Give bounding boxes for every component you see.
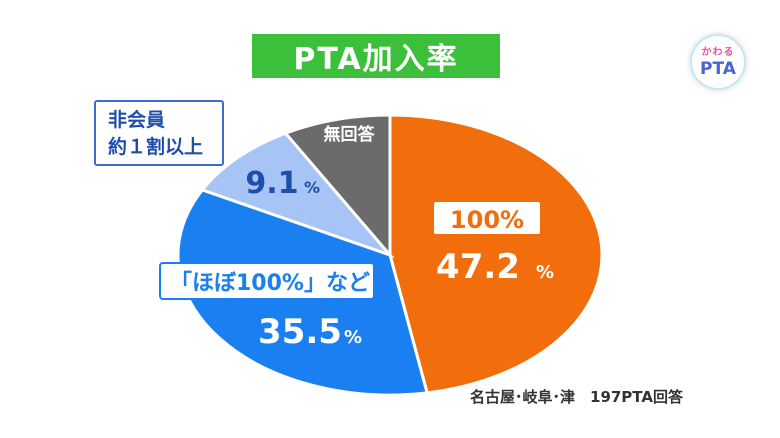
note-line-2: 約１割以上	[108, 136, 204, 158]
pie-slice-2	[199, 131, 395, 259]
slice-1-label-box	[159, 262, 375, 300]
slice-2-value: 9.1	[245, 166, 298, 201]
chart-title: PTA加入率	[252, 34, 500, 78]
pie-slice-3	[283, 113, 392, 260]
slice-0-label: 100%	[450, 206, 524, 234]
slice-3-label: 無回答	[324, 124, 376, 145]
non-member-note: 非会員 約１割以上	[94, 100, 224, 166]
slice-2-unit: %	[304, 178, 320, 197]
logo-top-text: かわる	[701, 47, 735, 58]
slice-1-unit: %	[344, 327, 362, 348]
pie-slice-0	[388, 113, 604, 395]
note-line-1: 非会員	[108, 109, 166, 131]
logo-bottom-text: PTA	[700, 59, 736, 79]
source-note: 名古屋･岐阜･津 197PTA回答	[470, 388, 683, 406]
slice-0-label-box	[432, 200, 542, 236]
slice-0-value: 47.2	[436, 247, 520, 287]
slice-1-label: 「ほぼ100%」など	[170, 271, 370, 296]
slice-0-unit: %	[536, 262, 554, 283]
kawaru-pta-logo: かわる PTA	[690, 34, 746, 90]
slice-1-value: 35.5	[258, 312, 342, 352]
